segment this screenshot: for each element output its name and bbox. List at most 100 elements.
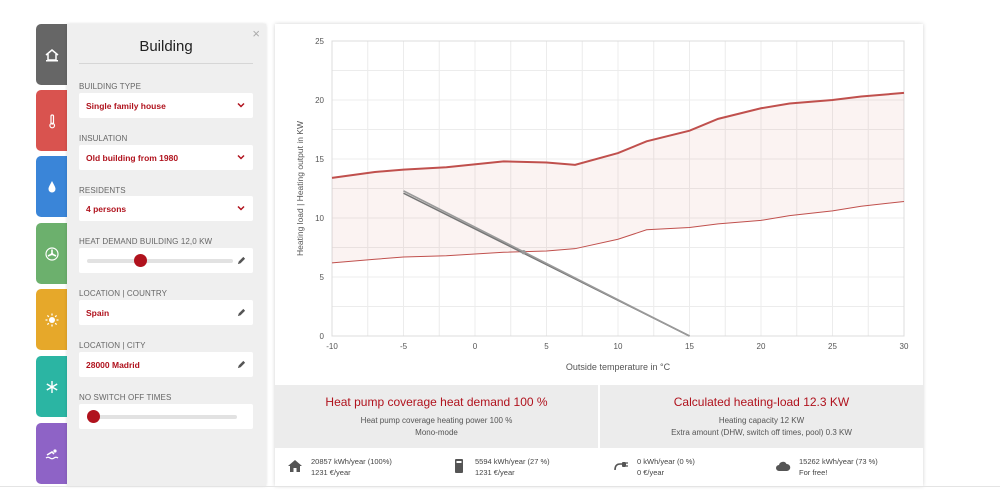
energy-stats: 20857 kWh/year (100%) 1231 €/year 5594 k… [275, 448, 923, 486]
cloud-icon [776, 461, 791, 471]
stat-heat-pump-cost: 1231 €/year [475, 468, 515, 477]
series-line-upper [331, 91, 905, 179]
chevron-down-icon [237, 205, 245, 211]
x-tick-label: 30 [900, 342, 909, 351]
thermometer-icon [48, 113, 55, 128]
water-drop-icon [48, 180, 55, 192]
chevron-down-icon [237, 154, 245, 160]
close-icon[interactable]: × [252, 26, 260, 41]
x-axis-label: Outside temperature in °C [566, 362, 671, 372]
tab-pool[interactable] [36, 423, 67, 484]
building-type-label: BUILDING TYPE [79, 82, 142, 91]
swimmer-icon [45, 448, 58, 459]
tab-building[interactable] [36, 24, 67, 85]
insulation-select[interactable]: Old building from 1980 [79, 145, 253, 170]
y-tick-label: 5 [320, 273, 325, 282]
residents-label: RESIDENTS [79, 186, 126, 195]
tab-sun[interactable] [36, 289, 67, 350]
y-tick-label: 25 [315, 37, 324, 46]
snowflake-icon [45, 380, 58, 393]
stat-heat-pump: 5594 kWh/year (27 %) 1231 €/year [451, 456, 550, 478]
stat-heat-pump-energy: 5594 kWh/year (27 %) [475, 457, 550, 466]
y-axis-label: Heating load | Heating output in KW [295, 121, 305, 256]
country-field[interactable]: Spain [79, 300, 253, 325]
insulation-value: Old building from 1980 [86, 152, 179, 163]
chart-card: -10 -5 0 5 10 15 20 25 30 0 5 10 15 20 25 Heating load… [275, 24, 923, 486]
insulation-label: INSULATION [79, 134, 128, 143]
heat-demand-slider[interactable] [79, 248, 253, 273]
tab-cooling[interactable] [36, 356, 67, 417]
y-tick-label: 10 [315, 214, 324, 223]
plot-border [331, 40, 905, 337]
switch-off-label: NO SWITCH OFF TIMES [79, 393, 172, 402]
pencil-icon[interactable] [237, 256, 246, 265]
x-tick-label: -5 [400, 342, 408, 351]
stat-environment-energy: 15262 kWh/year (73 %) [799, 457, 878, 466]
tab-temperature[interactable] [36, 90, 67, 151]
y-tick-label: 15 [315, 155, 324, 164]
heat-pump-icon [455, 459, 463, 473]
stat-environment: 15262 kWh/year (73 %) For free! [775, 456, 878, 478]
chevron-down-icon [237, 102, 245, 108]
tab-heating[interactable] [36, 223, 67, 284]
tab-water[interactable] [36, 156, 67, 217]
intersection-point [521, 250, 526, 255]
pencil-icon[interactable] [237, 308, 246, 317]
country-label: LOCATION | COUNTRY [79, 289, 168, 298]
residents-value: 4 persons [86, 203, 127, 214]
x-tick-label: 0 [473, 342, 478, 351]
chart-series [331, 91, 905, 337]
city-value: 28000 Madrid [86, 359, 140, 370]
switch-off-slider[interactable] [79, 404, 253, 429]
building-type-select[interactable]: Single family house [79, 93, 253, 118]
heating-load-title: Calculated heating-load 12.3 KW [673, 395, 850, 409]
coverage-panel-right: Calculated heating-load 12.3 KW Heating … [600, 385, 923, 448]
category-tabs [36, 24, 67, 486]
slider-thumb[interactable] [87, 410, 100, 423]
slider-track [87, 415, 237, 419]
stat-total-energy: 20857 kWh/year (100%) [311, 457, 392, 466]
x-tick-label: 20 [757, 342, 766, 351]
stat-electric-energy: 0 kWh/year (0 %) [637, 457, 695, 466]
stat-electric: 0 kWh/year (0 %) 0 €/year [613, 456, 695, 478]
plug-icon [614, 462, 628, 471]
x-tick-label: -10 [326, 342, 338, 351]
stat-total-cost: 1231 €/year [311, 468, 351, 477]
building-settings-panel: × Building BUILDING TYPE Single family h… [67, 24, 266, 486]
extra-amount-line: Extra amount (DHW, switch off times, poo… [671, 428, 852, 437]
house-icon [45, 48, 58, 61]
series-line-heating-load-2 [403, 190, 690, 337]
y-tick-label: 20 [315, 96, 324, 105]
coverage-line1: Heat pump coverage heating power 100 % [360, 416, 513, 425]
bottom-bar [0, 486, 1000, 493]
chart-grid [331, 40, 905, 337]
city-field[interactable]: 28000 Madrid [79, 352, 253, 377]
x-tick-label: 15 [685, 342, 694, 351]
slider-thumb[interactable] [133, 254, 147, 267]
heating-capacity-line: Heating capacity 12 KW [718, 416, 805, 425]
stat-electric-cost: 0 €/year [637, 468, 665, 477]
heat-demand-label: HEAT DEMAND BUILDING 12,0 KW [79, 237, 213, 246]
slider-track [87, 259, 233, 263]
x-tick-label: 5 [544, 342, 549, 351]
y-tick-label: 0 [320, 332, 325, 341]
pencil-icon[interactable] [237, 360, 246, 369]
coverage-title: Heat pump coverage heat demand 100 % [325, 395, 548, 409]
x-tick-label: 25 [828, 342, 837, 351]
residents-select[interactable]: 4 persons [79, 196, 253, 221]
x-tick-label: 10 [614, 342, 623, 351]
building-type-value: Single family house [86, 100, 166, 111]
sun-icon [45, 313, 58, 326]
panel-title: Building [79, 38, 253, 64]
country-value: Spain [86, 307, 110, 318]
fan-icon [44, 246, 59, 261]
house-icon [288, 460, 302, 472]
stat-total: 20857 kWh/year (100%) 1231 €/year [287, 456, 392, 478]
coverage-panel-left: Heat pump coverage heat demand 100 % Hea… [275, 385, 598, 448]
coverage-line2: Mono-mode [415, 428, 458, 437]
heating-chart: -10 -5 0 5 10 15 20 25 30 0 5 10 15 20 25 Heating load… [295, 37, 909, 372]
series-line-lower [331, 200, 905, 264]
chart-ticks: -10 -5 0 5 10 15 20 25 30 0 5 10 15 20 25 [315, 37, 909, 351]
city-label: LOCATION | CITY [79, 341, 146, 350]
